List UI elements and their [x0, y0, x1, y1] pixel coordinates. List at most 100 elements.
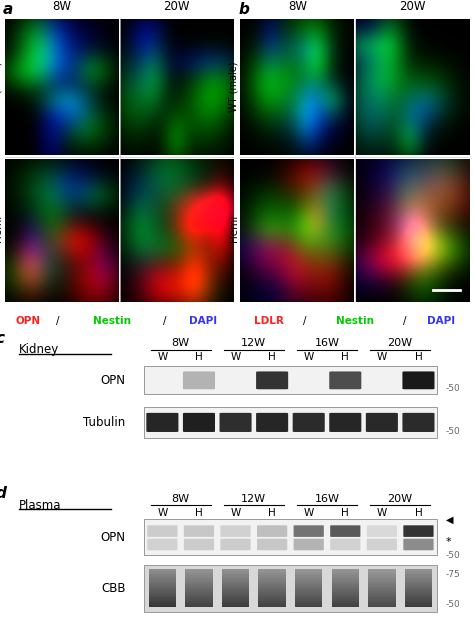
Text: 16W: 16W — [315, 338, 339, 348]
FancyBboxPatch shape — [220, 525, 251, 537]
Bar — [405, 601, 432, 602]
Bar — [295, 598, 322, 599]
Bar — [258, 589, 286, 591]
Bar — [258, 581, 286, 583]
Bar — [295, 604, 322, 606]
Bar — [295, 589, 322, 591]
Bar — [368, 581, 396, 583]
Bar — [258, 602, 286, 604]
Bar — [368, 601, 396, 602]
Text: d: d — [0, 486, 6, 501]
Bar — [258, 588, 286, 589]
FancyBboxPatch shape — [402, 371, 435, 389]
FancyBboxPatch shape — [403, 539, 434, 550]
Text: 8W: 8W — [53, 0, 72, 13]
Text: W: W — [303, 508, 314, 518]
Bar — [405, 582, 432, 584]
Bar — [185, 572, 213, 574]
FancyBboxPatch shape — [367, 525, 397, 537]
Bar — [149, 603, 176, 605]
Bar — [149, 606, 176, 608]
Bar — [222, 588, 249, 589]
Bar — [258, 593, 286, 594]
Bar — [405, 588, 432, 589]
FancyBboxPatch shape — [256, 413, 288, 432]
FancyBboxPatch shape — [292, 413, 325, 432]
Bar — [258, 571, 286, 573]
Bar — [405, 603, 432, 605]
Bar — [222, 592, 249, 593]
Bar — [222, 570, 249, 572]
Bar — [368, 597, 396, 598]
Bar — [222, 586, 249, 587]
Bar — [149, 589, 176, 591]
Bar — [405, 593, 432, 594]
Bar — [332, 572, 359, 574]
Text: WT (male): WT (male) — [228, 61, 238, 112]
Bar — [368, 570, 396, 572]
Bar — [149, 588, 176, 589]
Bar — [332, 586, 359, 587]
FancyBboxPatch shape — [366, 413, 398, 432]
Bar — [332, 596, 359, 597]
Bar — [222, 596, 249, 597]
Bar — [368, 586, 396, 587]
Bar — [295, 603, 322, 605]
Text: c: c — [0, 331, 4, 346]
Bar — [295, 572, 322, 574]
Bar — [295, 588, 322, 589]
Bar — [295, 596, 322, 597]
Bar — [258, 591, 286, 592]
Bar — [185, 579, 213, 581]
Bar — [185, 592, 213, 593]
Bar — [295, 592, 322, 593]
FancyBboxPatch shape — [220, 539, 251, 550]
Bar — [149, 578, 176, 579]
Bar — [368, 578, 396, 579]
Bar — [185, 575, 213, 577]
Bar — [149, 598, 176, 599]
Bar — [332, 582, 359, 584]
Text: 8W: 8W — [172, 494, 190, 504]
Bar — [332, 603, 359, 605]
Text: /: / — [303, 316, 307, 326]
Text: 20W: 20W — [388, 338, 413, 348]
Bar — [332, 591, 359, 592]
Bar — [144, 565, 437, 612]
Bar — [368, 587, 396, 588]
Bar — [368, 584, 396, 586]
Bar — [258, 586, 286, 587]
Bar — [222, 591, 249, 592]
Bar — [149, 584, 176, 586]
Text: Kidney: Kidney — [18, 343, 59, 356]
Bar — [405, 596, 432, 597]
Bar — [222, 572, 249, 574]
Bar — [405, 592, 432, 593]
Bar — [295, 606, 322, 608]
Bar — [405, 571, 432, 573]
Bar — [144, 407, 437, 437]
Bar — [185, 584, 213, 586]
Bar — [368, 588, 396, 589]
Bar — [149, 581, 176, 583]
FancyBboxPatch shape — [146, 413, 178, 432]
Bar — [222, 594, 249, 596]
Bar — [149, 576, 176, 578]
Bar — [222, 579, 249, 581]
Bar — [368, 596, 396, 597]
Bar — [149, 586, 176, 587]
Bar — [405, 598, 432, 599]
Bar — [222, 587, 249, 588]
Bar — [368, 575, 396, 577]
Bar — [222, 569, 249, 570]
Bar — [258, 572, 286, 574]
Bar — [222, 580, 249, 582]
Text: W: W — [303, 352, 314, 362]
Bar — [405, 587, 432, 588]
Bar — [295, 594, 322, 596]
Bar — [222, 584, 249, 586]
Bar — [222, 581, 249, 583]
Bar — [258, 587, 286, 588]
Bar — [368, 593, 396, 594]
Bar — [368, 594, 396, 596]
